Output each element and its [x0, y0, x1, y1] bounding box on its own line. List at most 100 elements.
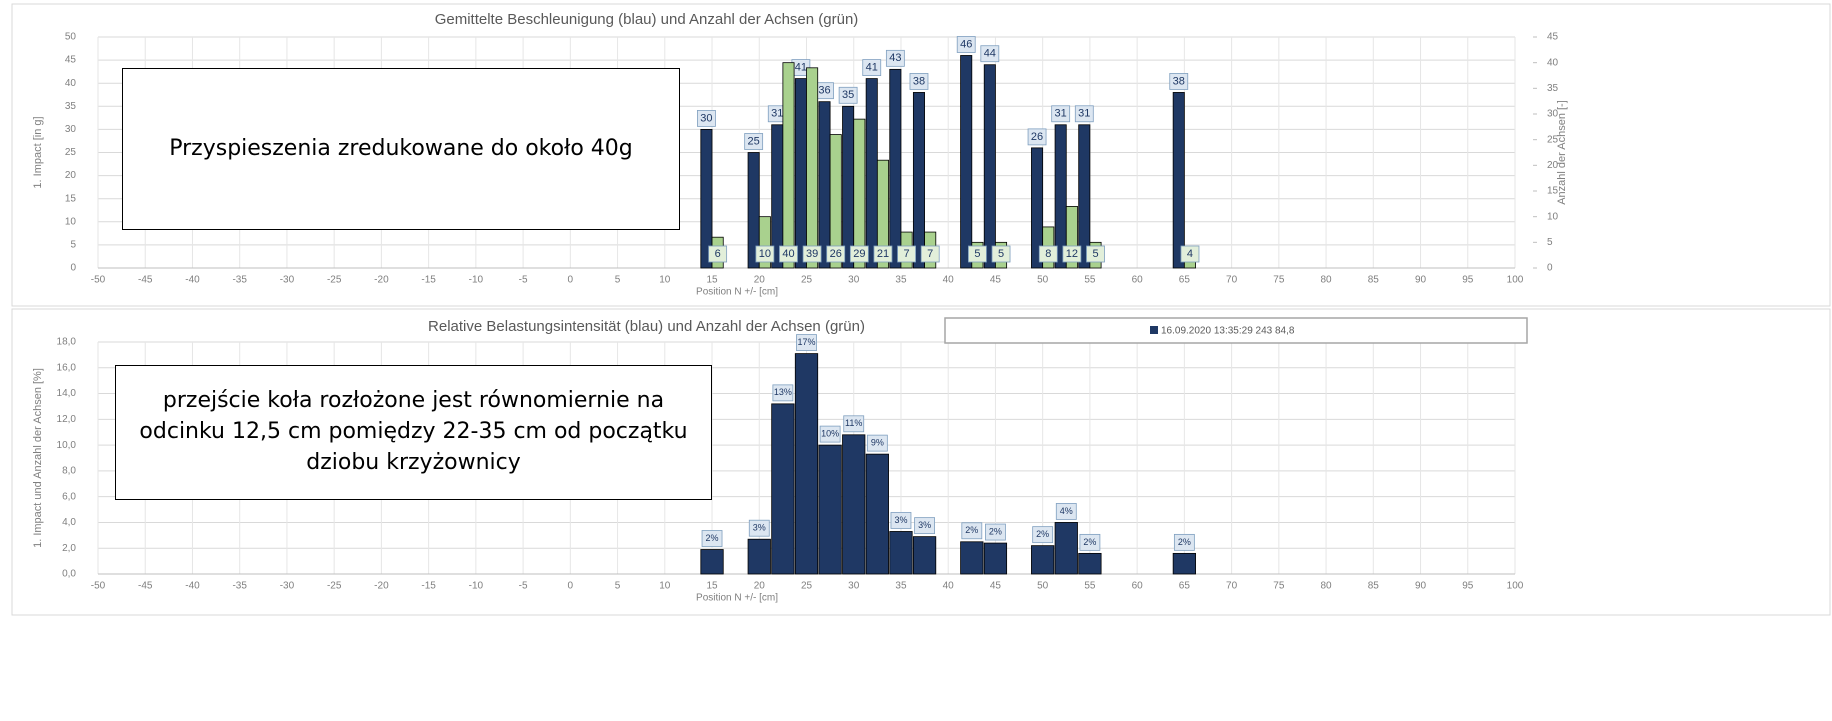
bar [983, 64, 996, 269]
y2-tick-label: 25 [1547, 134, 1559, 145]
data-label-box [796, 334, 817, 352]
x-tick-label: 65 [1179, 275, 1191, 286]
data-label-box [1038, 245, 1058, 263]
y-tick-label: 20 [65, 170, 77, 181]
x-tick-label: -50 [91, 275, 106, 286]
y-tick-label: 35 [65, 101, 77, 112]
y2-tick-label: 0 [1547, 263, 1553, 274]
data-label-box [866, 434, 888, 452]
x-tick-label: -40 [185, 275, 200, 286]
bar [1078, 124, 1091, 269]
annotation: Przyspieszenia zredukowane do około 40g [122, 68, 680, 230]
data-label-box [862, 59, 882, 76]
y-axis-title: 1. Impact und Anzahl der Achsen [%] [32, 368, 44, 548]
data-label-box [843, 415, 865, 433]
data-label: 31 [1055, 108, 1067, 120]
data-label-box [920, 245, 940, 263]
data-label: 31 [1078, 108, 1090, 120]
bar [1031, 147, 1044, 269]
data-label-box [849, 245, 869, 263]
x-tick-label: 50 [1037, 275, 1049, 286]
data-label: 9% [871, 438, 884, 448]
data-label-box [701, 530, 723, 547]
data-label: 26 [1031, 131, 1043, 143]
x-tick-label: 0 [568, 581, 574, 592]
data-label-box [956, 36, 976, 53]
data-label: 12 [1066, 248, 1078, 260]
x-tick-label: 85 [1368, 581, 1380, 592]
x-tick-label: 10 [659, 275, 671, 286]
x-tick-label: 40 [943, 581, 955, 592]
chart-title: Relative Belastungsintensität (blau) und… [428, 318, 865, 335]
y-tick-label: 40 [65, 78, 77, 89]
x-axis-title: Position N +/- [cm] [696, 287, 778, 298]
x-tick-label: -15 [421, 275, 436, 286]
x-tick-label: 10 [659, 581, 671, 592]
data-label: 44 [984, 48, 996, 60]
x-tick-label: -45 [138, 581, 153, 592]
data-label-box [1074, 105, 1094, 123]
bar [771, 403, 795, 575]
data-label: 3% [894, 515, 907, 525]
data-label: 7 [927, 248, 933, 260]
data-label-box [914, 517, 935, 535]
bar [806, 67, 819, 269]
x-tick-label: 90 [1415, 581, 1427, 592]
data-label: 2% [989, 526, 1002, 536]
data-label: 11% [845, 418, 862, 428]
y-tick-label: 18,0 [57, 337, 77, 348]
x-tick-label: 95 [1462, 581, 1474, 592]
x-tick-label: 65 [1179, 581, 1191, 592]
data-label-box [873, 245, 893, 263]
x-tick-label: 100 [1507, 581, 1524, 592]
x-tick-label: 70 [1226, 275, 1238, 286]
data-label-box [838, 86, 858, 104]
x-tick-label: -40 [185, 581, 200, 592]
chart-title: Gemittelte Beschleunigung (blau) und Anz… [435, 11, 859, 28]
data-label-box [779, 245, 798, 263]
x-tick-label: 45 [990, 581, 1002, 592]
data-label-box [708, 245, 728, 263]
data-label: 31 [771, 108, 783, 120]
data-label: 3% [753, 523, 766, 533]
data-label: 5 [1092, 248, 1098, 260]
bar [1078, 552, 1102, 575]
data-label: 5 [974, 248, 980, 260]
x-tick-label: 50 [1037, 581, 1049, 592]
bar [829, 134, 842, 269]
x-tick-label: 55 [1084, 581, 1096, 592]
x-tick-label: 85 [1368, 275, 1380, 286]
x-tick-label: -30 [280, 275, 295, 286]
bar [1065, 205, 1078, 269]
data-label: 6 [715, 248, 721, 260]
y-axis-title: 1. Impact [in g] [32, 116, 44, 188]
data-label: 41 [795, 61, 807, 73]
x-tick-label: 30 [848, 275, 860, 286]
data-label-box [755, 245, 775, 263]
x-tick-label: 70 [1226, 581, 1238, 592]
y2-tick-label: 20 [1547, 160, 1559, 171]
y-tick-label: 16,0 [57, 362, 77, 373]
x-tick-label: 45 [990, 275, 1002, 286]
data-label: 30 [700, 112, 712, 124]
data-label-box [744, 133, 764, 150]
data-label-box [897, 245, 916, 263]
x-tick-label: 5 [615, 581, 621, 592]
x-tick-label: 80 [1321, 275, 1333, 286]
data-label: 13% [774, 387, 792, 397]
x-tick-label: -30 [280, 581, 295, 592]
data-label: 7 [904, 248, 910, 260]
bar [747, 538, 771, 575]
y-tick-label: 10 [65, 216, 77, 227]
y-tick-label: 4,0 [62, 517, 76, 528]
data-label: 38 [1173, 75, 1185, 87]
x-tick-label: 35 [895, 275, 907, 286]
x-tick-label: -10 [469, 275, 484, 286]
data-label: 2% [706, 533, 719, 543]
y-tick-label: 8,0 [62, 466, 76, 477]
data-label-box [961, 522, 983, 540]
y2-axis-title: Anzahl der Achsen [-] [1556, 100, 1568, 205]
data-label-box [1062, 245, 1082, 263]
data-label-box [909, 73, 929, 90]
